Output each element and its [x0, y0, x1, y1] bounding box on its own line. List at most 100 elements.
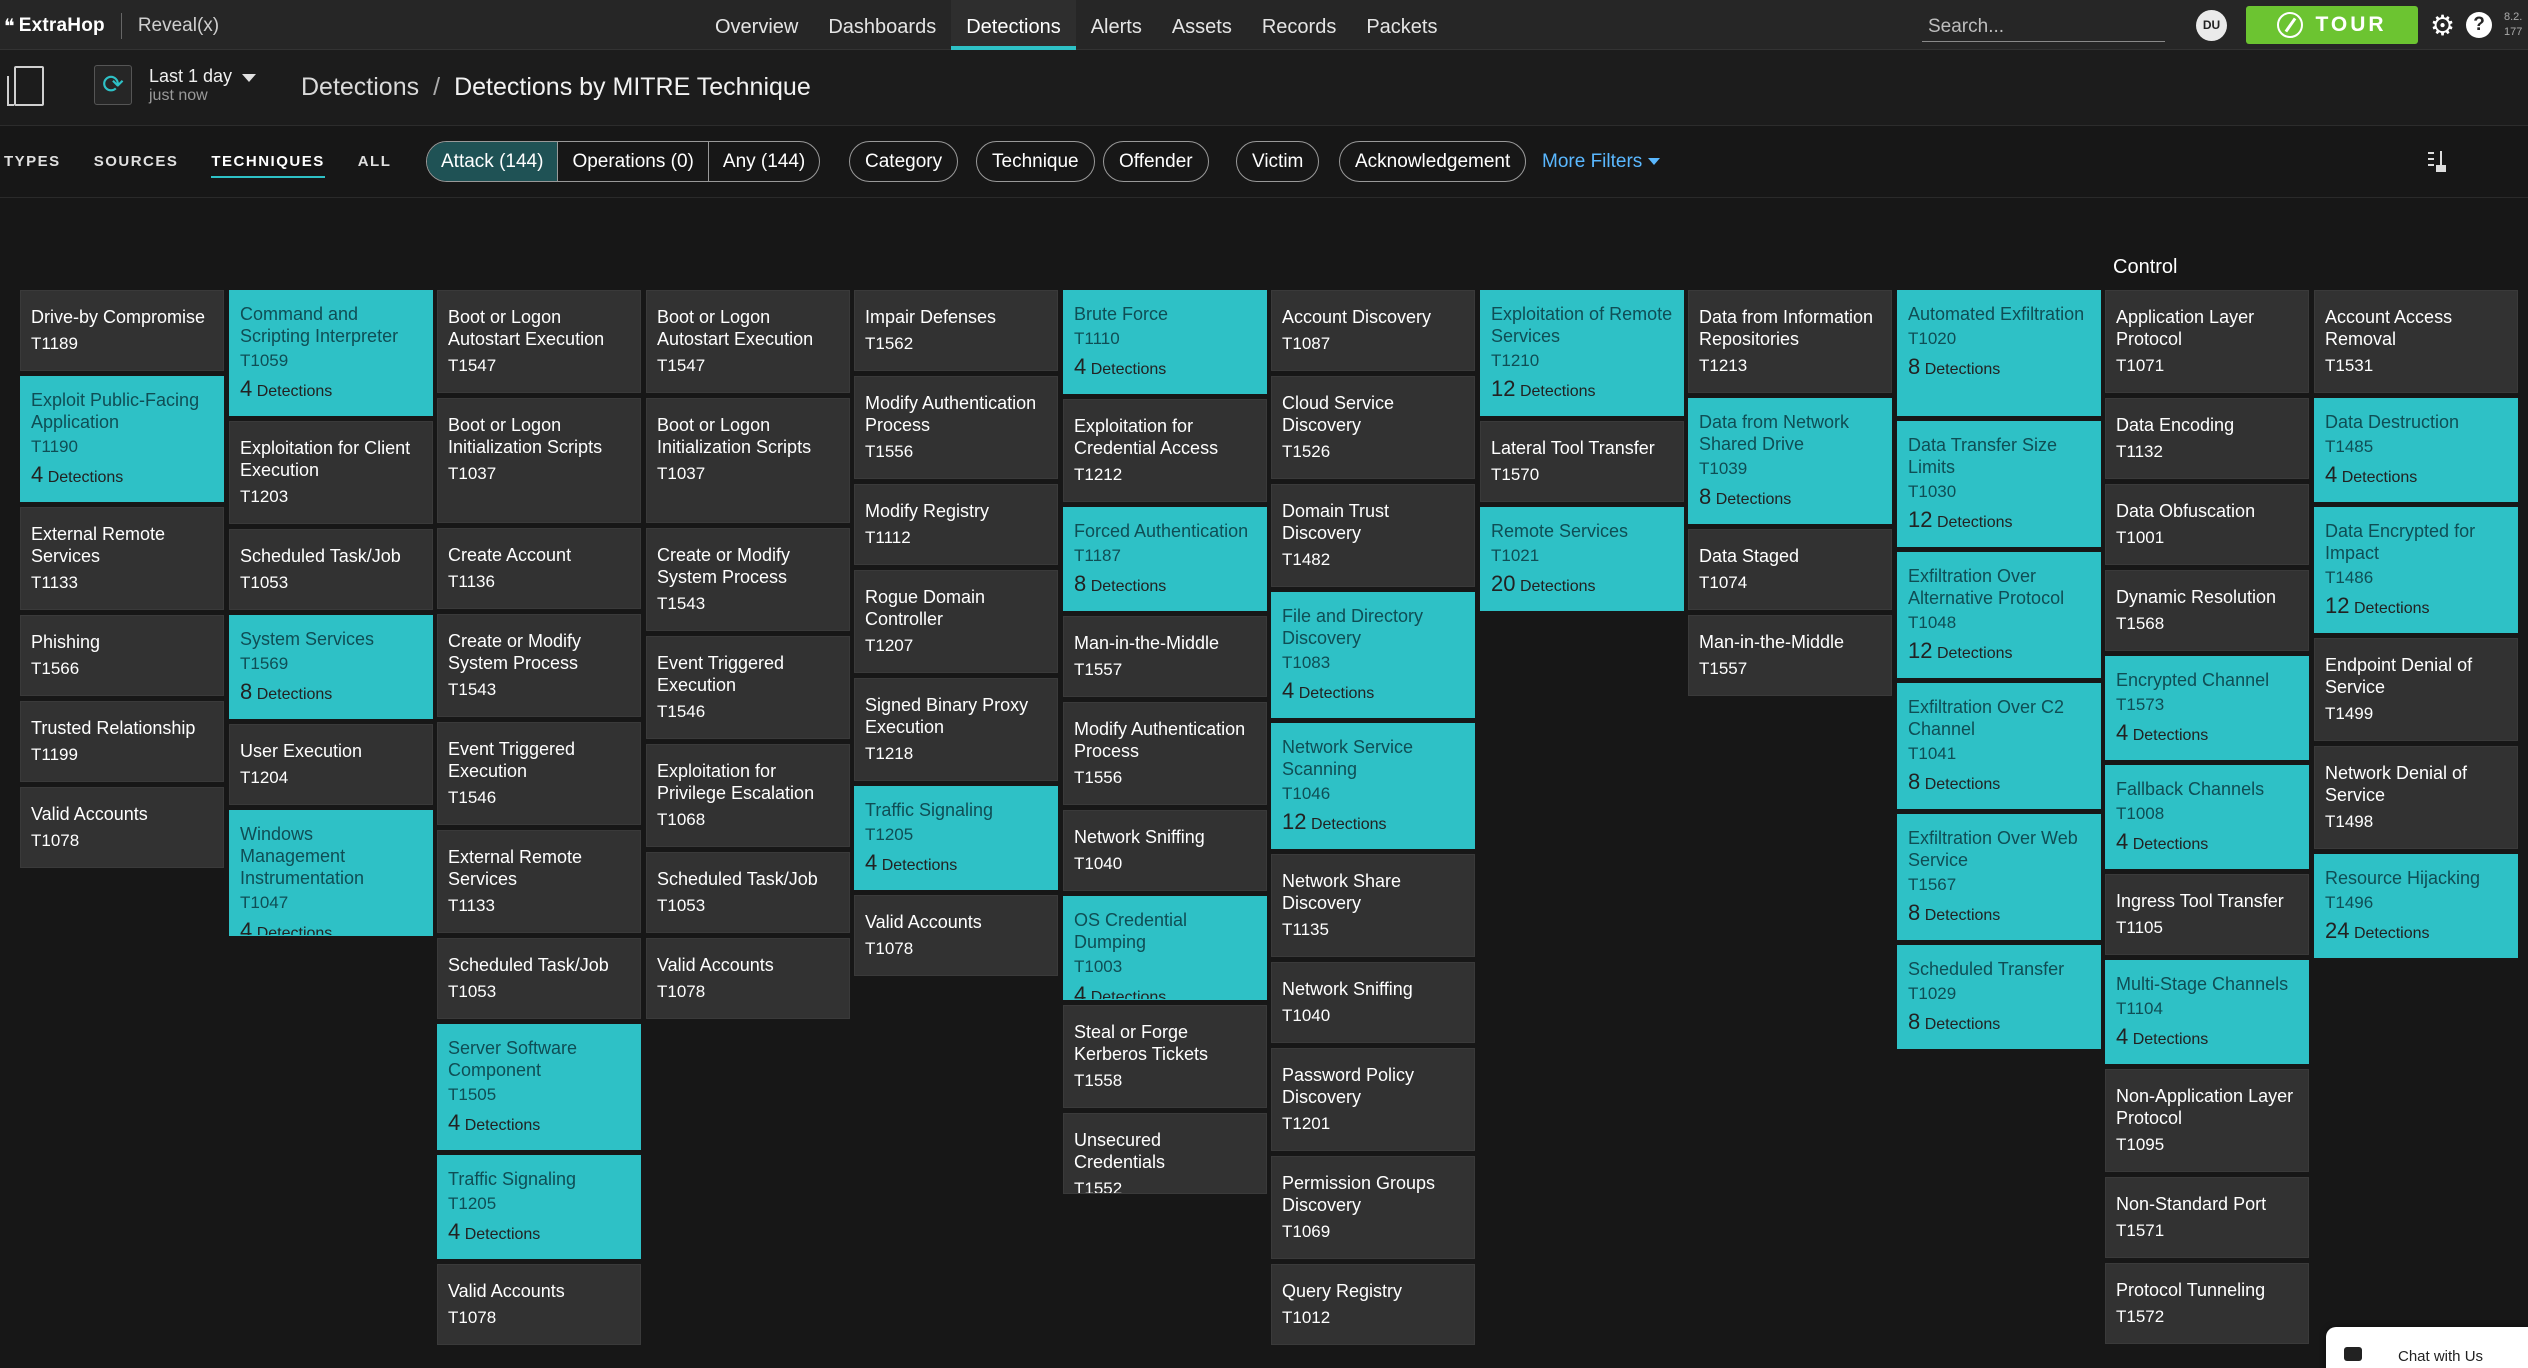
technique-card-with-detections[interactable]: Exfiltration Over Alternative Protocol T1…	[1897, 552, 2101, 678]
technique-card[interactable]: Permission Groups Discovery T1069	[1271, 1156, 1475, 1259]
technique-card-with-detections[interactable]: Automated Exfiltration T1020 8 Detections	[1897, 290, 2101, 416]
nav-item-alerts[interactable]: Alerts	[1090, 16, 1142, 38]
technique-card[interactable]: Valid Accounts T1078	[20, 787, 224, 868]
technique-card[interactable]: Account Access Removal T1531	[2314, 290, 2518, 393]
nav-item-packets[interactable]: Packets	[1366, 16, 1438, 38]
technique-card-with-detections[interactable]: Data Encrypted for Impact T1486 12 Detecti…	[2314, 507, 2518, 633]
chevron-down-icon[interactable]	[242, 74, 256, 82]
technique-card-with-detections[interactable]: Server Software Component T1505 4 Detectio…	[437, 1024, 641, 1150]
technique-card[interactable]: Query Registry T1012	[1271, 1264, 1475, 1345]
technique-card-with-detections[interactable]: Remote Services T1021 20 Detections	[1480, 507, 1684, 611]
filter-chip-category[interactable]: Category	[849, 141, 959, 182]
technique-card[interactable]: Protocol Tunneling T1572	[2105, 1263, 2309, 1344]
technique-card[interactable]: External Remote Services T1133	[437, 830, 641, 933]
technique-card[interactable]: Create Account T1136	[437, 528, 641, 609]
technique-card[interactable]: Ingress Tool Transfer T1105	[2105, 874, 2309, 955]
technique-card[interactable]: Create or Modify System Process T1543	[437, 614, 641, 717]
technique-card[interactable]: Valid Accounts T1078	[854, 895, 1058, 976]
nav-item-records[interactable]: Records	[1261, 16, 1337, 38]
technique-card-with-detections[interactable]: Exfiltration Over C2 Channel T1041 8 Detec…	[1897, 683, 2101, 809]
nav-item-assets[interactable]: Assets	[1171, 16, 1232, 38]
technique-card[interactable]: External Remote Services T1133	[20, 507, 224, 610]
technique-card-with-detections[interactable]: Network Service Scanning T1046 12 Detectio…	[1271, 723, 1475, 849]
technique-card-with-detections[interactable]: Exploit Public-Facing Application T1190 4 …	[20, 376, 224, 502]
technique-card-with-detections[interactable]: Data from Network Shared Drive T1039 8 Det…	[1688, 398, 1892, 524]
technique-card[interactable]: Create or Modify System Process T1543	[646, 528, 850, 631]
technique-card[interactable]: Exploitation for Client Execution T1203	[229, 421, 433, 524]
technique-card-with-detections[interactable]: System Services T1569 8 Detections	[229, 615, 433, 719]
filter-chip-acknowledgement[interactable]: Acknowledgement	[1339, 141, 1527, 182]
sort-icon[interactable]	[2428, 149, 2450, 173]
technique-card-with-detections[interactable]: File and Directory Discovery T1083 4 Detec…	[1271, 592, 1475, 718]
technique-card[interactable]: Non-Application Layer Protocol T1095	[2105, 1069, 2309, 1172]
technique-card[interactable]: Data Encoding T1132	[2105, 398, 2309, 479]
technique-card-with-detections[interactable]: Scheduled Transfer T1029 8 Detections	[1897, 945, 2101, 1049]
segment-operations[interactable]: Operations (0)	[558, 142, 709, 181]
technique-card-with-detections[interactable]: Command and Scripting Interpreter T1059 4 …	[229, 290, 433, 416]
technique-card[interactable]: Account Discovery T1087	[1271, 290, 1475, 371]
technique-card[interactable]: Network Denial of Service T1498	[2314, 746, 2518, 849]
technique-card[interactable]: Exploitation for Credential Access T1212	[1063, 399, 1267, 502]
technique-card[interactable]: Scheduled Task/Job T1053	[229, 529, 433, 610]
filter-chip-offender[interactable]: Offender	[1103, 141, 1209, 182]
tab-sources[interactable]: SOURCES	[93, 153, 179, 170]
help-icon[interactable]: ?	[2466, 12, 2492, 38]
technique-card[interactable]: Event Triggered Execution T1546	[437, 722, 641, 825]
filter-chip-technique[interactable]: Technique	[976, 141, 1095, 182]
segment-any[interactable]: Any (144)	[722, 151, 806, 172]
refresh-icon[interactable]: ⟳	[94, 65, 132, 105]
technique-card[interactable]: Scheduled Task/Job T1053	[437, 938, 641, 1019]
technique-card[interactable]: User Execution T1204	[229, 724, 433, 805]
search-input[interactable]	[1922, 12, 2165, 42]
technique-card-with-detections[interactable]: Resource Hijacking T1496 24 Detections	[2314, 854, 2518, 958]
technique-card-with-detections[interactable]: Forced Authentication T1187 8 Detections	[1063, 507, 1267, 611]
technique-card[interactable]: Signed Binary Proxy Execution T1218	[854, 678, 1058, 781]
technique-card[interactable]: Man-in-the-Middle T1557	[1063, 616, 1267, 697]
filter-chip-victim[interactable]: Victim	[1236, 141, 1320, 182]
technique-card[interactable]: Steal or Forge Kerberos Tickets T1558	[1063, 1005, 1267, 1108]
technique-card-with-detections[interactable]: Data Destruction T1485 4 Detections	[2314, 398, 2518, 502]
technique-card[interactable]: Drive-by Compromise T1189	[20, 290, 224, 371]
technique-card-with-detections[interactable]: Windows Management Instrumentation T1047 4…	[229, 810, 433, 936]
technique-card-with-detections[interactable]: Encrypted Channel T1573 4 Detections	[2105, 656, 2309, 760]
technique-card-with-detections[interactable]: OS Credential Dumping T1003 4 Detections	[1063, 896, 1267, 1000]
technique-card-with-detections[interactable]: Exfiltration Over Web Service T1567 8 Dete…	[1897, 814, 2101, 940]
tour-button[interactable]: TOUR	[2246, 6, 2418, 44]
technique-card-with-detections[interactable]: Fallback Channels T1008 4 Detections	[2105, 765, 2309, 869]
technique-card[interactable]: Trusted Relationship T1199	[20, 701, 224, 782]
technique-card[interactable]: Network Sniffing T1040	[1271, 962, 1475, 1043]
tab-types[interactable]: TYPES	[4, 153, 61, 170]
technique-card[interactable]: Boot or Logon Initialization Scripts T103…	[437, 398, 641, 523]
technique-card[interactable]: Modify Authentication Process T1556	[854, 376, 1058, 479]
logo[interactable]: ❝ ExtraHop Reveal(x)	[4, 12, 219, 40]
technique-card[interactable]: Boot or Logon Autostart Execution T1547	[646, 290, 850, 393]
technique-card[interactable]: Data from Information Repositories T1213	[1688, 290, 1892, 393]
technique-card-with-detections[interactable]: Data Transfer Size Limits T1030 12 Detecti…	[1897, 421, 2101, 547]
technique-card[interactable]: Data Staged T1074	[1688, 529, 1892, 610]
gear-icon[interactable]: ⚙	[2430, 9, 2456, 42]
technique-card-with-detections[interactable]: Exploitation of Remote Services T1210 12 D…	[1480, 290, 1684, 416]
technique-card[interactable]: Scheduled Task/Job T1053	[646, 852, 850, 933]
technique-card[interactable]: Cloud Service Discovery T1526	[1271, 376, 1475, 479]
technique-card[interactable]: Password Policy Discovery T1201	[1271, 1048, 1475, 1151]
technique-card[interactable]: Boot or Logon Initialization Scripts T103…	[646, 398, 850, 523]
side-panel-icon[interactable]	[7, 66, 44, 106]
technique-card[interactable]: Event Triggered Execution T1546	[646, 636, 850, 739]
technique-card[interactable]: Lateral Tool Transfer T1570	[1480, 421, 1684, 502]
technique-card[interactable]: Phishing T1566	[20, 615, 224, 696]
technique-card[interactable]: Data Obfuscation T1001	[2105, 484, 2309, 565]
nav-item-dashboards[interactable]: Dashboards	[828, 16, 937, 38]
time-selector[interactable]: Last 1 day just now	[149, 66, 232, 105]
technique-card[interactable]: Man-in-the-Middle T1557	[1688, 615, 1892, 696]
technique-card[interactable]: Impair Defenses T1562	[854, 290, 1058, 371]
technique-card[interactable]: Unsecured Credentials T1552	[1063, 1113, 1267, 1194]
technique-card-with-detections[interactable]: Brute Force T1110 4 Detections	[1063, 290, 1267, 394]
technique-card[interactable]: Modify Authentication Process T1556	[1063, 702, 1267, 805]
technique-card[interactable]: Valid Accounts T1078	[646, 938, 850, 1019]
technique-card[interactable]: Application Layer Protocol T1071	[2105, 290, 2309, 393]
tab-techniques[interactable]: TECHNIQUES	[211, 153, 325, 178]
technique-card[interactable]: Dynamic Resolution T1568	[2105, 570, 2309, 651]
technique-card[interactable]: Valid Accounts T1078	[437, 1264, 641, 1345]
technique-card[interactable]: Boot or Logon Autostart Execution T1547	[437, 290, 641, 393]
chat-widget-button[interactable]: Chat with Us	[2326, 1327, 2528, 1368]
